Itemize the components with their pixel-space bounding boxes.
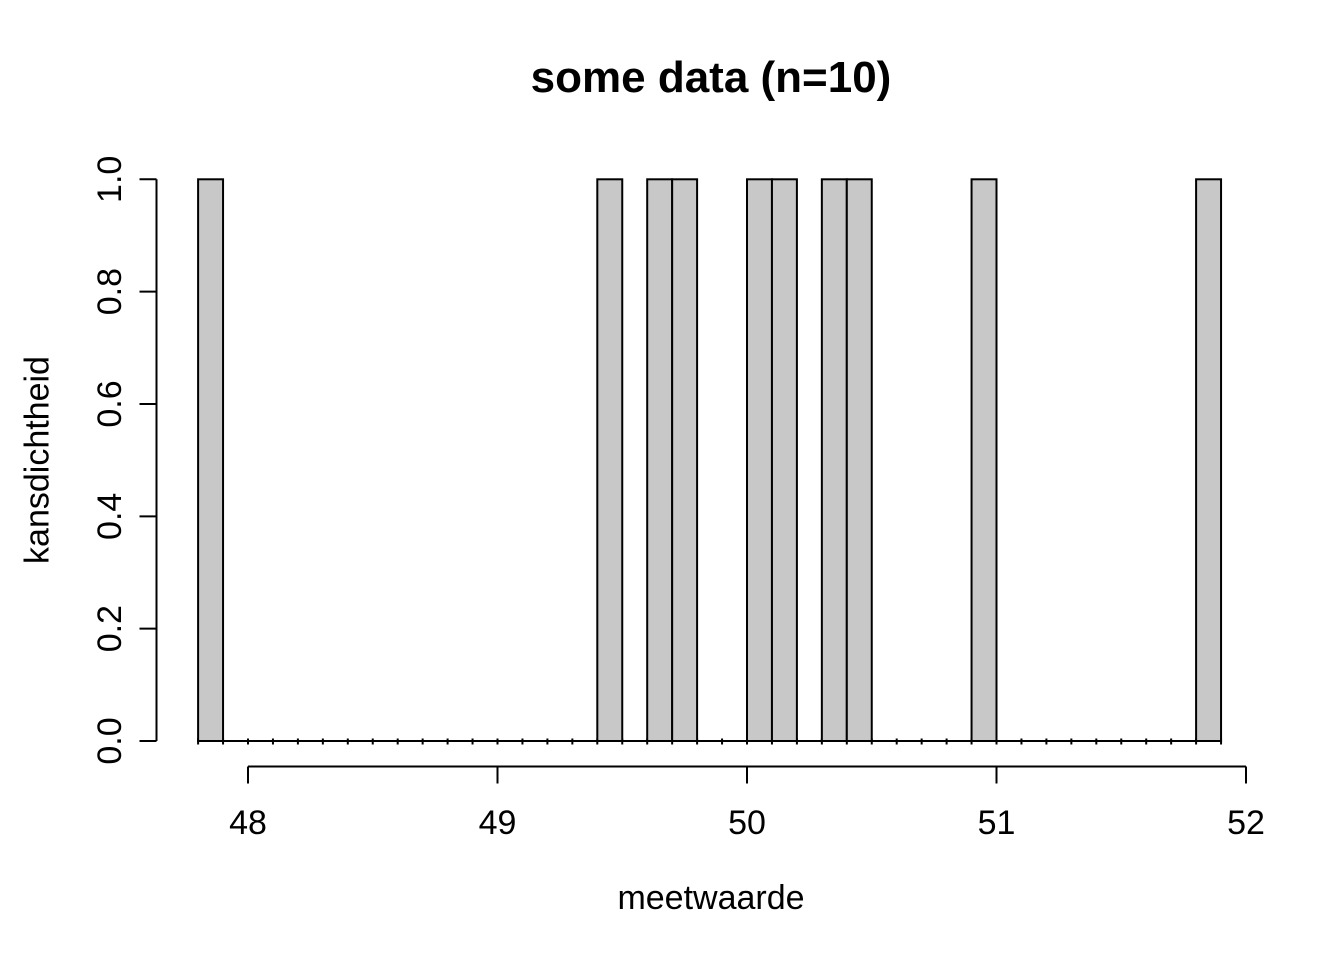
histogram-bar [845, 178, 873, 743]
histogram-bar [1195, 178, 1223, 743]
y-tick-label: 1.0 [91, 156, 129, 203]
histogram-bar [646, 178, 674, 743]
y-tick-label: 0.8 [91, 268, 129, 315]
histogram-bar [970, 178, 998, 743]
y-axis-title: kansdichtheid [18, 356, 57, 564]
y-tick-label: 0.0 [91, 717, 129, 764]
x-tick-label: 50 [728, 804, 766, 842]
y-tick-label: 0.2 [91, 605, 129, 652]
histogram-bar [596, 178, 624, 743]
x-tick-label: 52 [1227, 804, 1265, 842]
y-tick-label: 0.6 [91, 380, 129, 427]
histogram-bar [746, 178, 773, 743]
y-tick-label: 0.4 [91, 493, 129, 540]
histogram-bar [820, 178, 848, 743]
chart-title: some data (n=10) [530, 53, 892, 102]
x-tick-label: 48 [229, 804, 267, 842]
x-tick-label: 49 [479, 804, 517, 842]
histogram-bar [197, 178, 225, 743]
x-axis-title: meetwaarde [617, 879, 805, 917]
histogram-bar [770, 178, 798, 743]
histogram-bar [671, 178, 699, 743]
x-tick-label: 51 [978, 804, 1016, 842]
